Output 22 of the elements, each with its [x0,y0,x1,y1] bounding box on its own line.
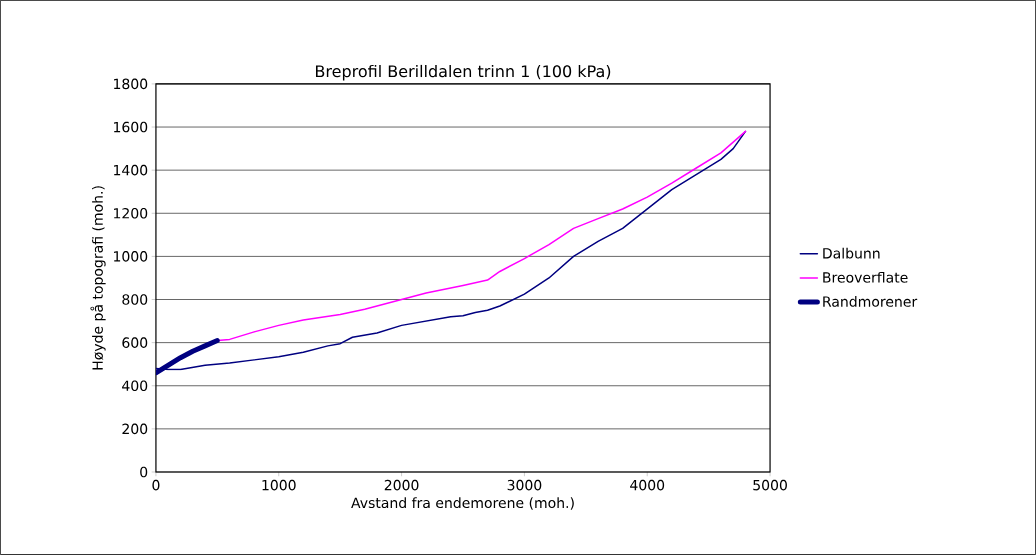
x-tick-label: 5000 [753,479,787,491]
y-tick-label: 200 [122,423,148,435]
chart-title: Breprofil Berilldalen trinn 1 (100 kPa) [315,64,611,81]
legend-label: Dalbunn [823,247,880,259]
y-tick-label: 600 [122,337,148,348]
y-tick-label: 1800 [114,78,148,90]
y-tick-label: 1400 [114,164,148,176]
y-tick-label: 1200 [114,208,148,219]
x-tick-label: 4000 [630,479,665,491]
y-tick-label: 0 [140,466,148,478]
y-tick-label: 1000 [114,251,148,262]
y-tick-label: 400 [122,380,148,392]
x-tick-label: 1000 [262,479,296,491]
legend-label: Breoverflate [823,271,908,283]
y-tick-label: 800 [122,294,148,305]
x-tick-label: 3000 [507,479,542,491]
x-axis-title: Avstand fra endemorene (moh.) [351,497,574,510]
y-tick-label: 1600 [114,121,148,133]
y-axis-title: Høyde på topografi (moh.) [90,186,106,370]
legend-label: Randmorener [823,296,918,307]
x-tick-label: 2000 [384,479,419,491]
x-tick-label: 0 [152,479,160,491]
